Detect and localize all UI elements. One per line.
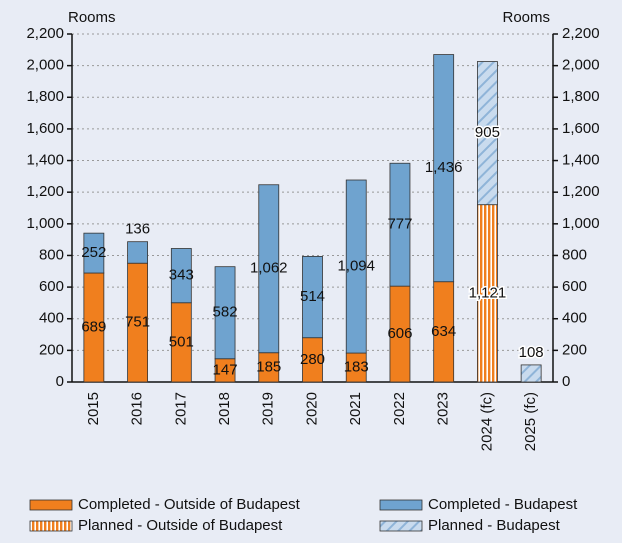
data-label: 1,094 (337, 257, 375, 274)
bar-segment (258, 184, 280, 354)
data-label: 514 (300, 288, 325, 305)
data-label: 689 (81, 318, 106, 335)
data-label: 147 (213, 361, 238, 378)
x-tick-label: 2021 (347, 392, 364, 425)
y2-axis-label: Rooms (502, 9, 550, 26)
legend-label: Completed - Outside of Budapest (78, 496, 301, 513)
bar-segment (477, 61, 498, 206)
x-tick-label: 2024 (fc) (478, 392, 495, 451)
data-label: 501 (169, 333, 194, 350)
legend-swatch (29, 499, 73, 511)
y2-tick-label: 200 (562, 341, 587, 358)
data-label: 606 (387, 325, 412, 342)
x-tick-label: 2017 (172, 392, 189, 425)
legend-swatch (379, 520, 423, 532)
bar-segment (389, 162, 411, 287)
x-tick-label: 2022 (391, 392, 408, 425)
y-tick-label: 400 (39, 310, 64, 327)
x-tick-label: 2019 (260, 392, 277, 425)
y-tick-label: 1,800 (26, 88, 64, 105)
bar-segment (345, 179, 367, 354)
data-label: 582 (213, 304, 238, 321)
legend-label: Planned - Budapest (428, 517, 561, 534)
data-label: 185 (256, 358, 281, 375)
legend-label: Completed - Budapest (428, 496, 578, 513)
data-label: 280 (300, 351, 325, 368)
y2-tick-label: 1,000 (562, 215, 600, 232)
bar-segment (214, 266, 236, 360)
y-tick-label: 0 (56, 373, 64, 390)
x-tick-label: 2023 (435, 392, 452, 425)
bar-segment (170, 248, 192, 304)
legend-swatch (379, 499, 423, 511)
y2-tick-label: 1,400 (562, 152, 600, 169)
y-tick-label: 2,000 (26, 57, 64, 74)
y-tick-label: 2,200 (26, 25, 64, 42)
data-label: 1,062 (250, 260, 288, 277)
y2-tick-label: 2,000 (562, 57, 600, 74)
y2-tick-label: 1,200 (562, 183, 600, 200)
y-tick-label: 600 (39, 278, 64, 295)
data-label: 1,121 (469, 284, 507, 301)
y-axis-label: Rooms (68, 9, 116, 26)
y-tick-label: 1,400 (26, 152, 64, 169)
data-label: 343 (169, 267, 194, 284)
data-label: 905 (475, 124, 500, 141)
x-tick-label: 2015 (85, 392, 102, 425)
y2-tick-label: 400 (562, 310, 587, 327)
data-label: 252 (81, 244, 106, 261)
y-tick-label: 1,600 (26, 120, 64, 137)
x-tick-label: 2025 (fc) (522, 392, 539, 451)
data-label: 634 (431, 323, 456, 340)
legend-swatch (29, 520, 73, 532)
data-label: 183 (344, 358, 369, 375)
x-tick-label: 2016 (129, 392, 146, 425)
y-tick-label: 1,200 (26, 183, 64, 200)
data-label: 1,436 (425, 159, 463, 176)
y2-tick-label: 0 (562, 373, 570, 390)
y2-tick-label: 600 (562, 278, 587, 295)
x-tick-label: 2020 (303, 392, 320, 425)
legend-label: Planned - Outside of Budapest (78, 517, 283, 534)
data-label: 777 (387, 216, 412, 233)
y2-tick-label: 1,800 (562, 88, 600, 105)
y2-tick-label: 1,600 (562, 120, 600, 137)
bar-segment (520, 364, 542, 383)
data-label: 108 (519, 344, 544, 361)
y2-tick-label: 800 (562, 246, 587, 263)
bar-segment (127, 241, 148, 264)
y-tick-label: 1,000 (26, 215, 64, 232)
y-tick-label: 800 (39, 246, 64, 263)
data-label: 136 (125, 221, 150, 238)
bar-segment (83, 232, 105, 274)
data-label: 751 (125, 314, 150, 331)
bar-segment (433, 54, 455, 283)
y2-tick-label: 2,200 (562, 25, 600, 42)
bar-segment (302, 256, 323, 339)
y-tick-label: 200 (39, 341, 64, 358)
x-tick-label: 2018 (216, 392, 233, 425)
